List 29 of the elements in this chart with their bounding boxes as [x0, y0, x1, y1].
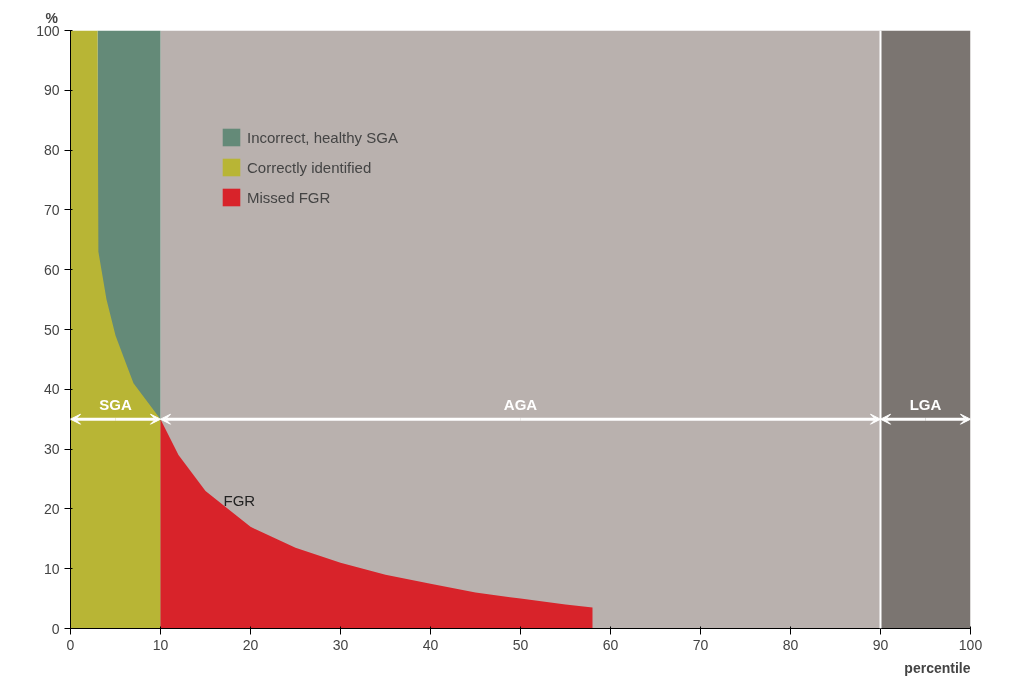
- y-tick-label: 40: [43, 381, 60, 398]
- x-tick-label: 100: [958, 636, 983, 653]
- y-tick-label: 60: [43, 261, 60, 278]
- x-axis-title: percentile: [904, 659, 971, 676]
- y-tick-label: 20: [43, 500, 60, 517]
- y-tick-label: 70: [43, 201, 60, 218]
- band-label: AGA: [503, 396, 538, 414]
- band-label: LGA: [909, 396, 942, 414]
- x-tick-label: 50: [512, 636, 529, 653]
- y-tick-label: 30: [43, 441, 60, 458]
- annotation: FGR: [223, 491, 256, 509]
- legend-label: Correctly identified: [247, 158, 372, 176]
- y-tick-label: 0: [51, 620, 60, 637]
- legend-label: Incorrect, healthy SGA: [247, 128, 398, 146]
- y-tick-label: 90: [43, 82, 60, 99]
- x-tick-label: 10: [152, 636, 169, 653]
- x-tick-label: 90: [872, 636, 889, 653]
- y-tick-label: 80: [43, 142, 60, 159]
- x-tick-label: 40: [422, 636, 439, 653]
- x-tick-label: 0: [66, 636, 75, 653]
- legend-label: Missed FGR: [247, 188, 331, 206]
- x-tick-label: 20: [242, 636, 259, 653]
- x-tick-label: 80: [782, 636, 799, 653]
- y-tick-label: 50: [43, 321, 60, 338]
- annotation: SGA: [99, 396, 132, 414]
- y-tick-label: 10: [43, 560, 60, 577]
- x-tick-label: 70: [692, 636, 709, 653]
- x-tick-label: 60: [602, 636, 619, 653]
- x-tick-label: 30: [332, 636, 349, 653]
